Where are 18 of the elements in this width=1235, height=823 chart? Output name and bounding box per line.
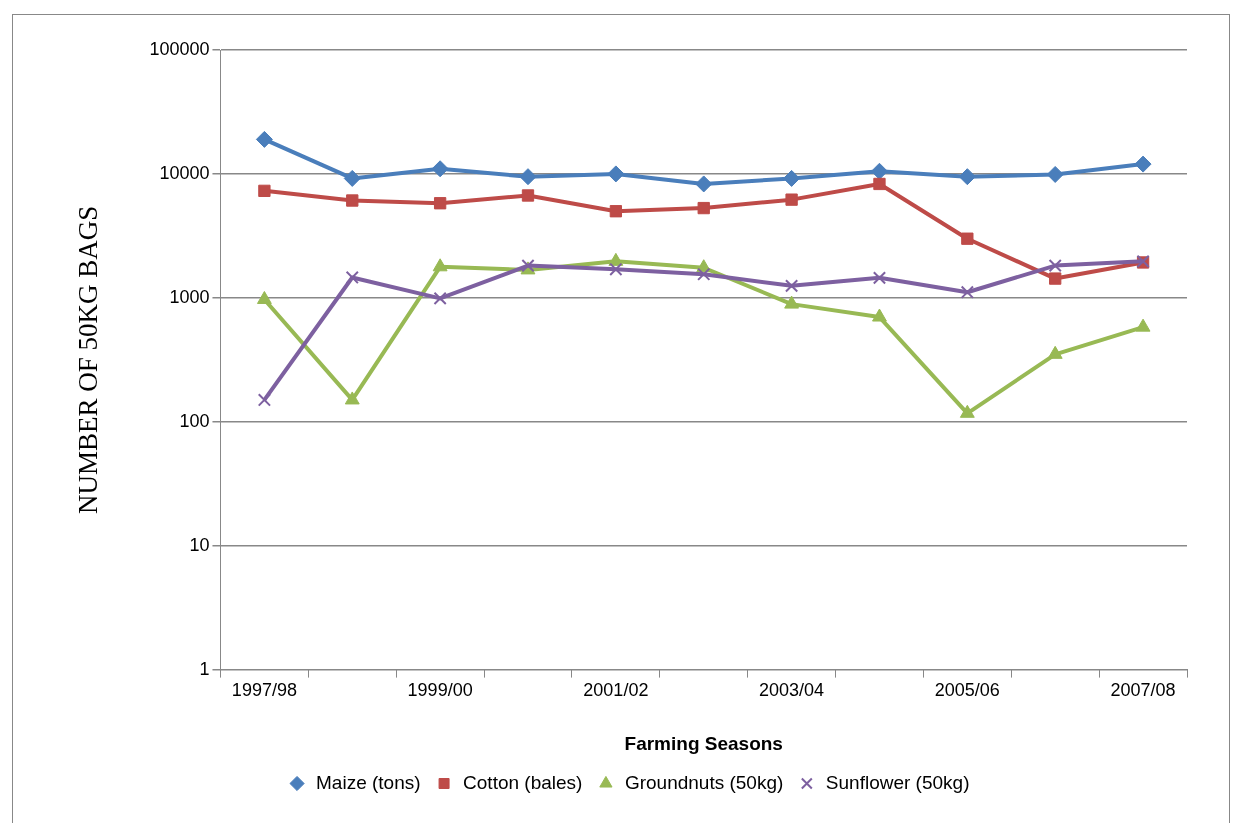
y-tick-label: 1: [199, 658, 210, 679]
y-tick-label: 1000: [169, 286, 210, 307]
legend-label: Cotton (bales): [463, 771, 583, 793]
x-tick-label: 1999/00: [407, 680, 473, 701]
x-tick-label: 2001/02: [583, 680, 649, 701]
x-axis-title: Farming Seasons: [624, 732, 783, 754]
legend-label: Maize (tons): [316, 771, 421, 793]
y-tick-label: 100000: [149, 38, 210, 59]
y-tick-label: 10: [189, 534, 210, 555]
legend-label: Groundnuts (50kg): [624, 771, 784, 793]
x-tick-label: 2007/08: [1110, 680, 1176, 701]
legend-label: Sunflower (50kg): [825, 771, 970, 793]
y-axis-title: NUMBER OF 50KG BAGS: [73, 205, 104, 514]
x-tick-label: 1997/98: [231, 680, 297, 701]
y-tick-label: 100: [179, 410, 210, 431]
y-tick-label: 10000: [159, 162, 210, 183]
x-tick-label: 2003/04: [759, 680, 825, 701]
x-tick-label: 2005/06: [934, 680, 1000, 701]
